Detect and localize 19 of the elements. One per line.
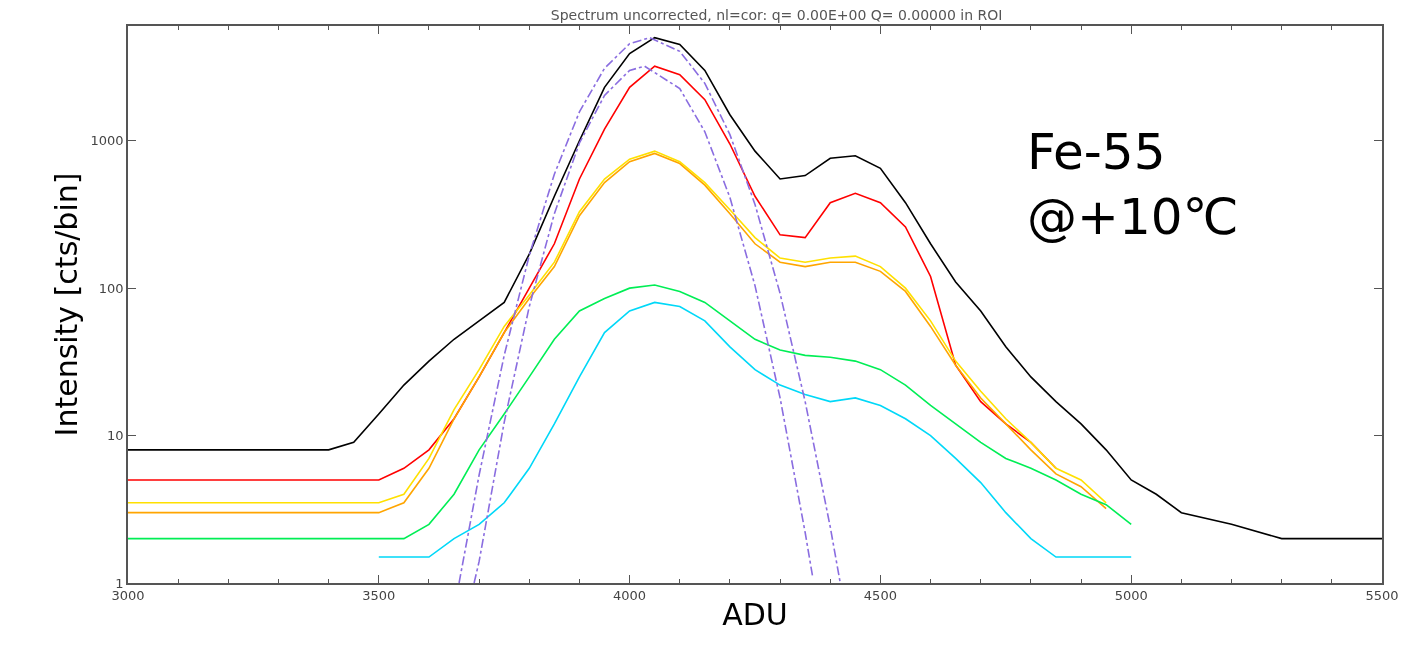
x-tick-label: 5000 (1114, 588, 1148, 604)
y-axis-title: Intensity [cts/bin] (49, 172, 85, 437)
line-series (128, 284, 1132, 540)
y-tick-label: 10 (107, 428, 124, 444)
line-series (128, 36, 1382, 540)
x-tick-label: 3000 (111, 588, 145, 604)
x-tick-label: 4000 (613, 588, 647, 604)
x-tick-label: 3500 (362, 588, 396, 604)
line-series (378, 301, 1132, 558)
chart-title: Spectrum uncorrected, nl=cor: q= 0.00E+00 Q= 0.00000 in ROI (550, 6, 1003, 23)
line-series (458, 36, 842, 583)
y-tick-label: 1 (115, 575, 124, 591)
x-tick-label: 4500 (863, 588, 897, 604)
y-tick-label: 1000 (90, 133, 124, 149)
line-series (473, 65, 814, 583)
y-tick-label: 100 (98, 280, 124, 296)
annotation: Fe-55 @+10℃ (1027, 123, 1239, 246)
x-axis-title: ADU (722, 597, 788, 633)
x-tick-label: 5500 (1365, 588, 1399, 604)
